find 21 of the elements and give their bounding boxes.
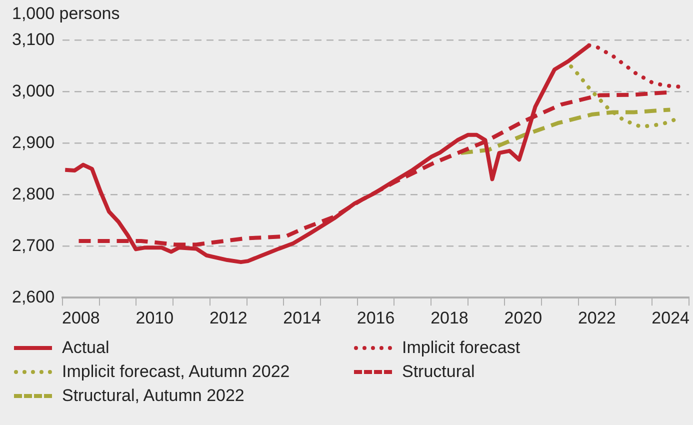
x-tick-label: 2014 — [283, 308, 321, 328]
x-tick-label: 2010 — [136, 308, 174, 328]
y-tick-label: 2,600 — [12, 287, 55, 306]
legend-label: Implicit forecast — [402, 338, 520, 358]
legend-label: Actual — [62, 338, 110, 358]
y-tick-label: 2,800 — [12, 184, 55, 204]
legend-label: Structural — [402, 362, 475, 382]
y-tick-label: 2,700 — [12, 236, 55, 255]
y-tick-label: 2,900 — [12, 132, 55, 152]
x-tick-label: 2018 — [430, 308, 468, 328]
y-tick-label: 3,000 — [12, 81, 55, 100]
x-tick-label: 2016 — [356, 308, 395, 328]
x-tick-label: 2022 — [578, 308, 616, 328]
x-tick-label: 2012 — [209, 308, 248, 328]
legend-label: Structural, Autumn 2022 — [62, 386, 244, 406]
y-tick-label: 3,100 — [12, 30, 55, 49]
x-tick-label: 2020 — [504, 308, 542, 328]
x-tick-label: 2024 — [652, 308, 690, 328]
legend-label: Implicit forecast, Autumn 2022 — [62, 362, 290, 382]
y-axis-title: 1,000 persons — [12, 4, 120, 24]
x-tick-label: 2008 — [62, 308, 100, 328]
